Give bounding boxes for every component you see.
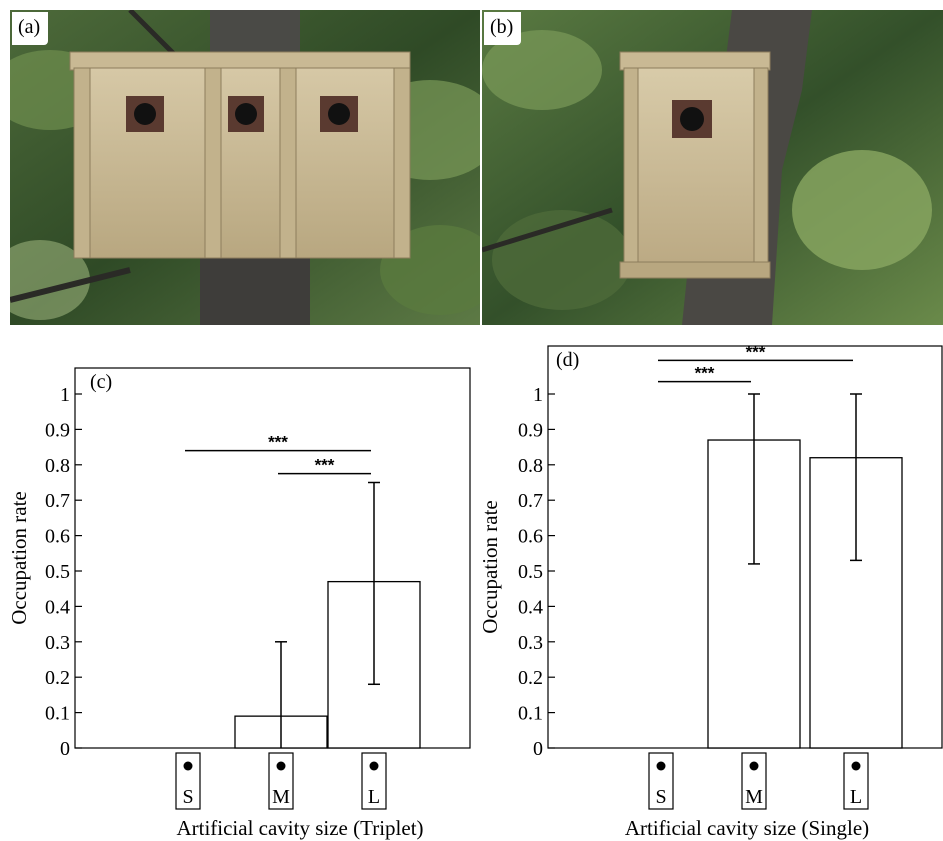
significance-label-c-1: ***: [315, 456, 335, 475]
y-axis-label-c: Occupation rate: [7, 491, 31, 625]
y-tick-label-d: 1: [533, 384, 543, 406]
y-tick-label-c: 0.2: [45, 667, 70, 689]
significance-label-d-1: ***: [695, 364, 715, 383]
y-tick-label-c: 0.1: [45, 703, 70, 725]
photo-triplet-nest-box: (a): [10, 10, 480, 325]
panel-label-c: (c): [90, 371, 112, 393]
y-axis-label-d: Occupation rate: [478, 500, 502, 634]
cavity-hole-icon-d-M: [749, 761, 759, 771]
y-tick-label-d: 0: [533, 738, 543, 760]
panel-label-a: (a): [12, 12, 49, 45]
category-label-d-S: S: [655, 786, 666, 808]
y-tick-label-d: 0.5: [518, 561, 543, 583]
x-axis-label-d: Artificial cavity size (Single): [625, 816, 869, 840]
category-label-c-L: L: [368, 786, 380, 808]
cavity-hole-icon-c-M: [276, 761, 286, 771]
y-tick-label-c: 0.4: [45, 596, 70, 618]
category-label-d-L: L: [850, 786, 862, 808]
category-label-c-M: M: [272, 786, 290, 808]
cavity-hole-icon-d-S: [656, 761, 666, 771]
significance-label-c-0: ***: [268, 433, 288, 452]
y-tick-label-c: 0.5: [45, 561, 70, 583]
panel-label-b: (b): [484, 12, 522, 45]
y-tick-label-c: 1: [60, 384, 70, 406]
y-tick-label-d: 0.3: [518, 632, 543, 654]
y-tick-label-d: 0.9: [518, 419, 543, 441]
triplet-nest-box-image: [10, 10, 480, 325]
cavity-hole-icon-c-L: [369, 761, 379, 771]
y-tick-label-c: 0.6: [45, 526, 70, 548]
x-axis-label-c: Artificial cavity size (Triplet): [176, 816, 423, 840]
cavity-hole-icon-d-L: [851, 761, 861, 771]
cavity-hole-icon-c-S: [183, 761, 193, 771]
y-tick-label-c: 0.3: [45, 632, 70, 654]
y-tick-label-c: 0.9: [45, 419, 70, 441]
y-tick-label-c: 0.8: [45, 455, 70, 477]
category-label-d-M: M: [745, 786, 763, 808]
y-tick-label-c: 0: [60, 738, 70, 760]
y-tick-label-d: 0.2: [518, 667, 543, 689]
y-tick-label-c: 0.7: [45, 490, 70, 512]
y-tick-label-d: 0.6: [518, 526, 543, 548]
category-box-c-L: [361, 752, 387, 810]
y-tick-label-d: 0.1: [518, 703, 543, 725]
category-label-c-S: S: [182, 786, 193, 808]
y-tick-label-d: 0.4: [518, 596, 543, 618]
panel-label-d: (d): [556, 349, 579, 371]
single-nest-box-image: [482, 10, 943, 325]
y-tick-label-d: 0.8: [518, 455, 543, 477]
significance-label-d-0: ***: [746, 342, 766, 361]
photo-single-nest-box: (b): [482, 10, 943, 325]
y-tick-label-d: 0.7: [518, 490, 543, 512]
